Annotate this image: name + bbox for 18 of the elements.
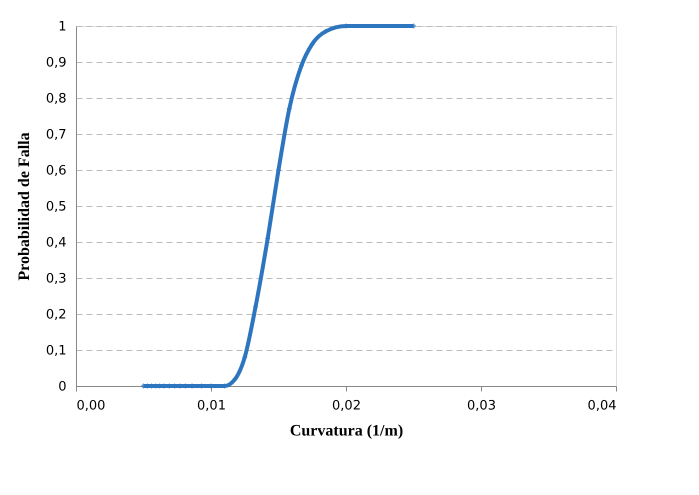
y-tick-label: 1 bbox=[58, 20, 66, 34]
y-tick-label: 0,7 bbox=[46, 128, 66, 142]
y-tick-label: 0 bbox=[58, 380, 66, 394]
x-tick-label: 0,03 bbox=[467, 398, 496, 414]
y-tick-label: 0,1 bbox=[46, 344, 66, 358]
y-axis-title: Probabilidad de Falla bbox=[16, 132, 33, 281]
x-axis-title: Curvatura (1/m) bbox=[290, 422, 404, 440]
y-tick-label: 0,2 bbox=[46, 308, 66, 322]
y-tick-label: 0,3 bbox=[46, 272, 66, 286]
y-tick-label: 0,6 bbox=[46, 164, 66, 178]
x-tick-label: 0,01 bbox=[197, 398, 226, 414]
x-tick-label: 0,04 bbox=[588, 398, 616, 414]
y-tick-label: 0,5 bbox=[46, 200, 66, 214]
x-tick-label: 0,00 bbox=[76, 398, 106, 414]
y-tick-label: 0,8 bbox=[46, 92, 66, 106]
y-tick-label: 0,9 bbox=[46, 56, 66, 70]
x-tick-label: 0,02 bbox=[332, 398, 361, 414]
y-tick-label: 0,4 bbox=[46, 236, 66, 250]
